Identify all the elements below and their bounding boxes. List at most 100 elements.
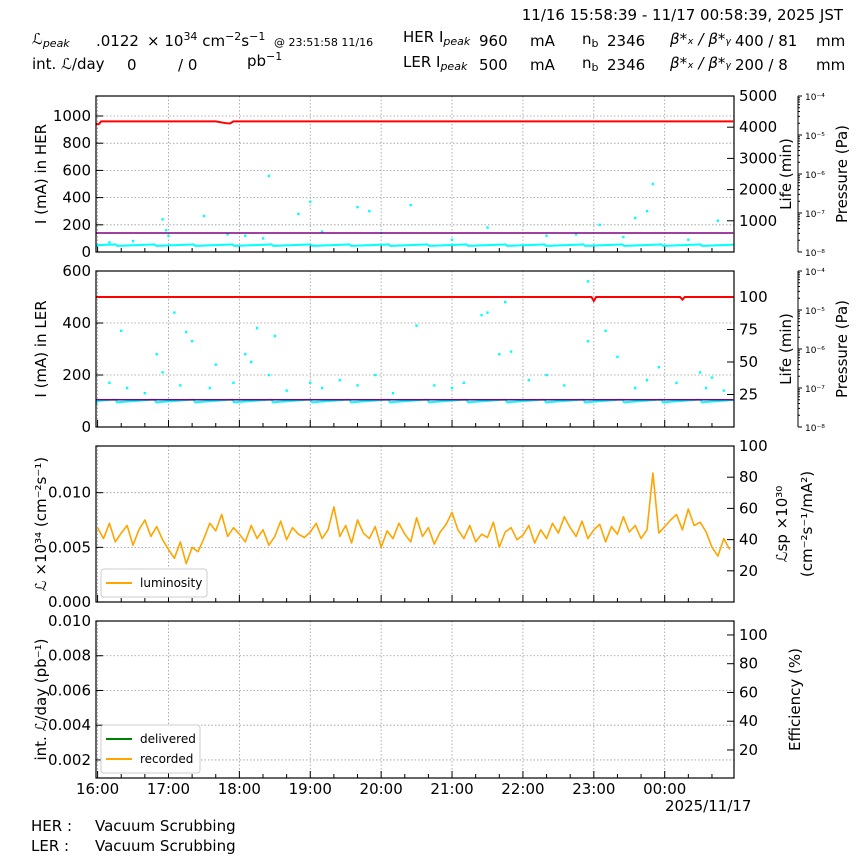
pressure-point — [208, 386, 212, 390]
her-status: Vacuum Scrubbing — [95, 817, 236, 835]
svg-text:β*ₓ / β*ᵧ: β*ₓ / β*ᵧ — [669, 30, 731, 48]
pressure-point — [504, 301, 507, 304]
pressure-point — [675, 381, 678, 384]
pressure-point — [598, 223, 601, 226]
pressure-point — [391, 392, 395, 395]
y2-tick-label: 25 — [739, 386, 758, 404]
current-line — [96, 120, 734, 126]
y2-tick-label: 2000 — [739, 181, 777, 199]
pressure-point — [545, 234, 548, 237]
y2-axis-label: Life (min) — [777, 313, 795, 385]
y2-axis-label-units: (cm⁻²s⁻¹/mA²) — [798, 471, 816, 577]
x-tick-label: 22:00 — [501, 780, 544, 798]
y-tick-label: 0.008 — [48, 647, 91, 665]
pressure-point — [249, 360, 253, 364]
pressure-tick-label: 10⁻⁷ — [805, 385, 825, 395]
pressure-point — [409, 203, 412, 207]
pressure-point — [651, 182, 655, 186]
pressure-tick-label: 10⁻⁶ — [805, 346, 825, 356]
pressure-point — [415, 324, 418, 327]
pressure-point — [338, 379, 341, 382]
pressure-point — [698, 371, 702, 374]
pressure-baseline — [95, 398, 735, 405]
svg-text:mm: mm — [816, 56, 845, 74]
x-tick-label: 20:00 — [360, 780, 403, 798]
her-summary: HER Ipeak 960 mA nb 2346 β*ₓ / β*ᵧ 400 /… — [403, 28, 845, 50]
y2-tick-label: 100 — [739, 288, 768, 306]
pressure-point — [374, 373, 377, 377]
pressure-point — [722, 389, 725, 392]
pressure-point — [616, 355, 619, 358]
lpeak-timestamp: @ 23:51:58 11/16 — [274, 36, 373, 49]
pressure-point — [190, 340, 194, 343]
ler-peak-current: 500 — [479, 56, 508, 74]
pressure-point — [131, 239, 135, 243]
pressure-point — [255, 327, 259, 330]
pressure-point — [173, 311, 176, 314]
plot-frame — [95, 95, 735, 253]
y2-tick-label: 3000 — [739, 149, 777, 167]
pressure-point — [527, 379, 531, 382]
y2-tick-label: 100 — [739, 626, 768, 644]
pressure-point — [586, 280, 590, 283]
svg-text:LER Ipeak: LER Ipeak — [403, 53, 468, 73]
svg-text:mA: mA — [530, 32, 556, 50]
x-tick-label: 00:00 — [643, 780, 686, 798]
y-tick-label: 0.010 — [48, 612, 91, 630]
pressure-point — [267, 373, 271, 377]
pressure-point — [155, 353, 158, 356]
y2-tick-label: 20 — [739, 741, 758, 759]
panel-2: 0 200 400 600 25 50 75 100 10⁻⁸ 10⁻⁷ 10⁻⁶ 10⁻⁵ 10⁻⁴ P… — [32, 262, 851, 436]
pressure-point — [450, 386, 454, 390]
pressure-point — [285, 389, 288, 392]
legend-label-delivered: delivered — [140, 732, 196, 746]
panel-1: 0 200 400 600 800 1000 1000 2000 3000 4000 5000 10⁻… — [32, 87, 851, 261]
y-tick-label: 1000 — [53, 107, 91, 125]
int-lumi-delivered: 0 — [127, 56, 137, 74]
panel-3: 0.000 0.005 0.010 20 40 60 80 100 ℒ ×10³⁴ (cm⁻²s… — [32, 437, 816, 611]
ler-nbunch: 2346 — [607, 56, 645, 74]
pressure-point — [604, 329, 607, 332]
pressure-point — [633, 386, 637, 390]
svg-text:nb: nb — [582, 54, 599, 74]
date-label: 2025/11/17 — [665, 797, 751, 815]
legend: delivered recorded — [100, 724, 201, 774]
pressure-tick-label: 10⁻⁴ — [805, 93, 825, 103]
pressure-point — [704, 386, 708, 390]
y2-tick-label: 75 — [739, 321, 758, 339]
int-lumi-label: int. ℒ/day — [32, 55, 105, 73]
ler-status: Vacuum Scrubbing — [95, 837, 236, 855]
y-axis-label: ℒ ×10³⁴ (cm⁻²s⁻¹) — [32, 457, 50, 591]
y2-tick-label: 40 — [739, 712, 758, 730]
pressure-point — [297, 212, 300, 216]
pressure-point — [356, 205, 359, 209]
pressure-point — [273, 334, 277, 338]
svg-text:nb: nb — [582, 30, 599, 50]
y-tick-label: 600 — [62, 161, 91, 179]
plot-frame — [95, 445, 735, 603]
pressure-tick-label: 10⁻⁶ — [805, 171, 825, 181]
pressure-point — [657, 366, 660, 369]
y-tick-label: 200 — [62, 216, 91, 234]
y2-tick-label: 100 — [739, 437, 768, 455]
pressure-point — [710, 376, 714, 379]
y2-tick-label: 40 — [739, 531, 758, 549]
pressure-point — [143, 392, 147, 395]
panel-4: 16:00 17:00 18:00 19:00 20:00 21:00 22:00 23:00… — [32, 612, 804, 798]
pressure-point — [486, 311, 489, 314]
pressure-point — [433, 384, 436, 387]
y2-tick-label: 1000 — [739, 212, 777, 230]
pressure-point — [232, 381, 235, 384]
pressure-point — [622, 235, 625, 239]
ler-status-label: LER : — [31, 837, 69, 855]
y-tick-label: 200 — [62, 366, 91, 384]
y-tick-label: 0.000 — [48, 593, 91, 611]
y-axis-label: I (mA) in LER — [32, 300, 50, 397]
pressure-point — [167, 234, 170, 237]
legend-label-luminosity: luminosity — [140, 576, 202, 590]
pressure-point — [509, 350, 513, 353]
time-range: 11/16 15:58:39 - 11/17 00:58:39, 2025 JS… — [522, 6, 844, 24]
pressure-point — [716, 219, 720, 222]
pressure-point — [226, 233, 229, 236]
